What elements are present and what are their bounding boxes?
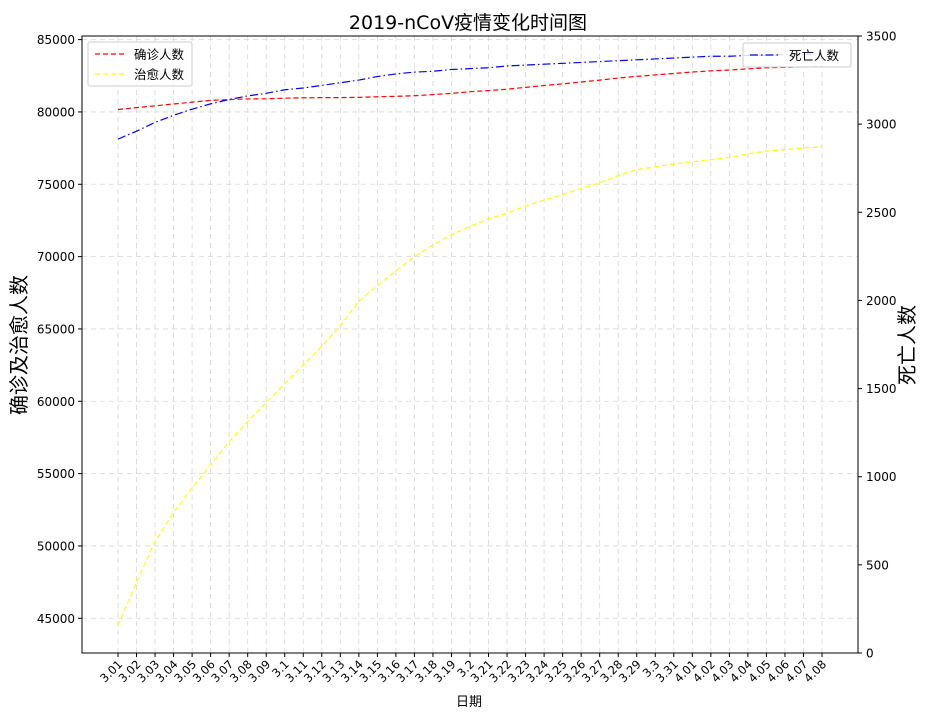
series-layer — [117, 53, 823, 626]
right-tick-label: 1500 — [866, 382, 897, 396]
x-axis-label: 日期 — [456, 695, 482, 710]
left-tick-label: 60000 — [37, 395, 75, 409]
right-tick-label: 500 — [866, 558, 889, 572]
legend-right: 死亡人数 — [742, 42, 852, 68]
left-tick-label: 55000 — [37, 467, 75, 481]
y-axis-label-right: 死亡人数 — [895, 305, 919, 385]
left-tick-label: 45000 — [37, 612, 75, 626]
right-tick-label: 3000 — [866, 118, 897, 132]
series-line-0 — [117, 65, 823, 111]
right-tick-label: 2500 — [866, 206, 897, 220]
legend-label-cured: 治愈人数 — [134, 67, 185, 82]
chart-title: 2019-nCoV疫情变化时间图 — [349, 12, 587, 34]
left-y-axis: 45000 50000 55000 60000 65000 70000 75000 80000… — [37, 33, 82, 626]
right-tick-label: 3500 — [866, 30, 897, 44]
legend-label-confirmed: 确诊人数 — [134, 47, 185, 62]
right-y-axis: 0 500 1000 1500 2000 2500 3000 3500 — [858, 30, 897, 661]
left-tick-label: 65000 — [37, 322, 75, 336]
left-tick-label: 75000 — [37, 178, 75, 192]
left-tick-label: 50000 — [37, 539, 75, 553]
left-tick-label: 85000 — [37, 33, 75, 47]
series-line-1 — [117, 146, 823, 626]
right-tick-label: 0 — [866, 647, 874, 661]
series-line-2 — [117, 53, 823, 140]
legend-left: 确诊人数 治愈人数 — [87, 41, 193, 87]
grid-layer — [82, 36, 858, 653]
right-tick-label: 2000 — [866, 294, 897, 308]
left-tick-label: 70000 — [37, 250, 75, 264]
left-tick-label: 80000 — [37, 105, 75, 119]
legend-label-deaths: 死亡人数 — [789, 48, 840, 63]
y-axis-label-left: 确诊及治愈人数 — [7, 275, 31, 415]
right-tick-label: 1000 — [866, 470, 897, 484]
